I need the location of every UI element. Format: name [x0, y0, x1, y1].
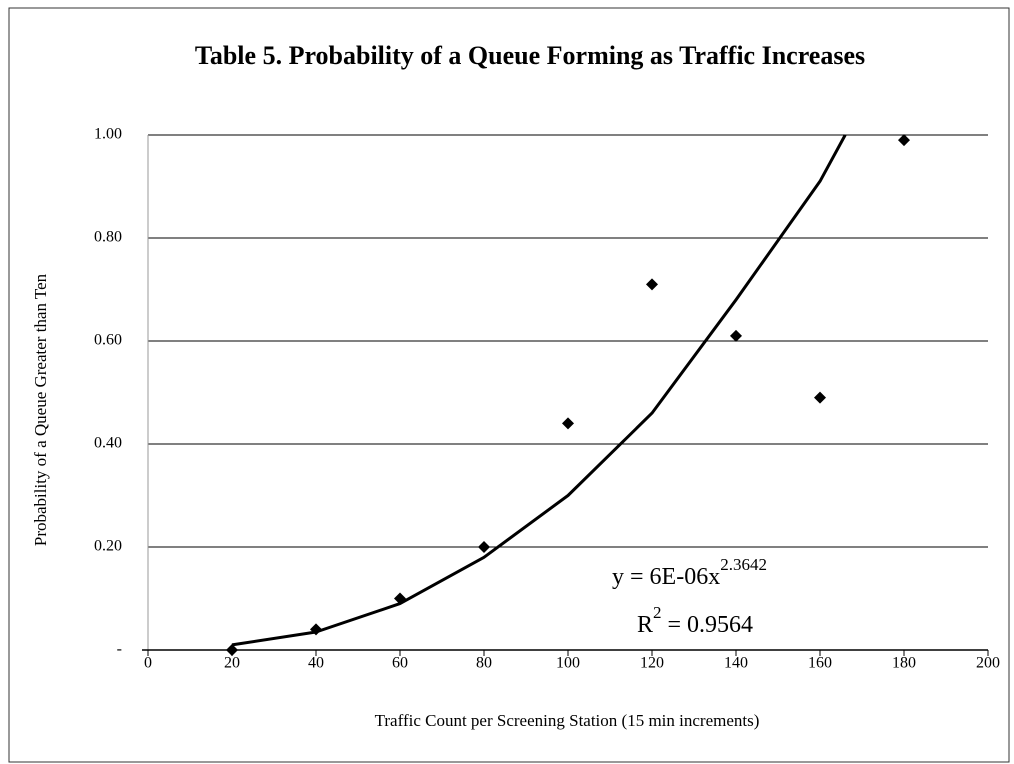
x-tick-label: 120 — [640, 655, 664, 672]
data-point — [562, 417, 574, 430]
y-tick-label: 1.00 — [94, 126, 122, 143]
data-point — [646, 278, 658, 291]
x-tick-label: 60 — [392, 655, 408, 672]
x-tick-label: 20 — [224, 655, 240, 672]
r-squared: R2 = 0.9564 — [637, 603, 753, 638]
data-point — [394, 592, 406, 605]
trendline — [231, 134, 847, 647]
x-axis-label: Traffic Count per Screening Station (15 … — [375, 711, 760, 730]
data-point — [310, 623, 322, 636]
x-tick-label: 140 — [724, 655, 748, 672]
chart-title: Table 5. Probability of a Queue Forming … — [195, 41, 865, 70]
data-point — [730, 329, 742, 342]
y-axis-label: Probability of a Queue Greater than Ten — [31, 273, 50, 546]
r-squared-text: R — [637, 612, 653, 638]
data-point — [898, 134, 910, 147]
x-tick-label: 80 — [476, 655, 492, 672]
equation-exponent: 2.3642 — [720, 555, 767, 574]
r-squared-value: = 0.9564 — [662, 612, 754, 638]
x-tick-label: 100 — [556, 655, 580, 672]
y-tick-label: 0.20 — [94, 538, 122, 555]
data-point — [226, 644, 238, 656]
y-tick-label: - — [117, 641, 122, 658]
frame — [8, 7, 1010, 763]
x-tick-label: 180 — [892, 655, 916, 672]
data-point — [478, 541, 490, 553]
y-tick-label: 0.60 — [94, 332, 122, 349]
x-tick-label: 160 — [808, 655, 832, 672]
x-tick-label: 200 — [976, 655, 1000, 672]
r-squared-exponent: 2 — [653, 603, 662, 622]
x-tick-label: 40 — [308, 655, 324, 672]
y-tick-label: 0.40 — [94, 435, 122, 452]
y-tick-label: 0.80 — [94, 229, 122, 246]
x-tick-label: 0 — [144, 655, 152, 672]
data-point — [814, 391, 826, 404]
equation: y = 6E-06x2.3642 — [612, 555, 767, 590]
equation-text: y = 6E-06x — [612, 564, 720, 590]
